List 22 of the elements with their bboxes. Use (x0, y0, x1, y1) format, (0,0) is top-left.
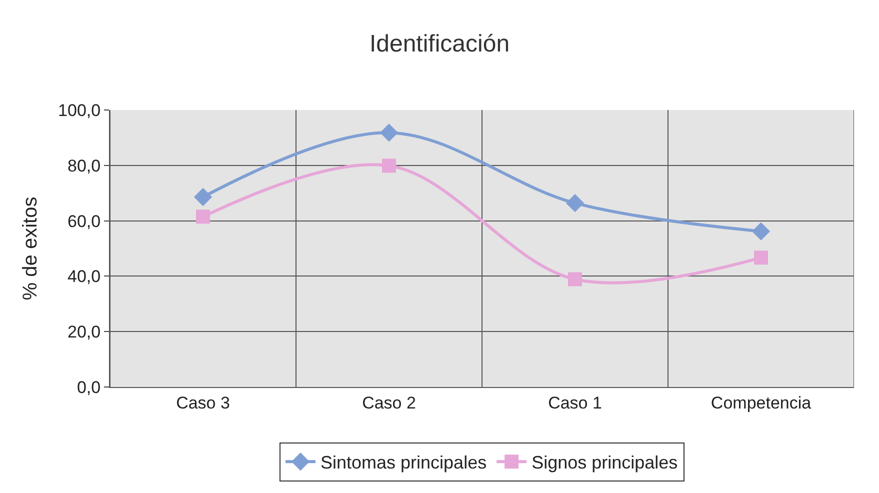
y-tick-label: 80,0 (68, 156, 101, 176)
y-tick-label: 40,0 (68, 267, 101, 286)
point (194, 188, 212, 206)
y-tick-label: 0,0 (76, 378, 101, 397)
y-tick-label: 20,0 (68, 322, 101, 342)
x-tick-label: Caso 1 (548, 393, 602, 412)
legend-label: Sintomas principales (320, 452, 487, 473)
y-tick-label: 100,0 (58, 100, 101, 120)
point (752, 222, 770, 240)
x-tick-label: Caso 3 (176, 393, 230, 412)
point (566, 194, 584, 212)
x-tick-label: Competencia (710, 393, 812, 412)
y-tick-label: 60,0 (68, 212, 101, 231)
point (380, 124, 398, 142)
point (568, 272, 582, 286)
point (754, 250, 768, 265)
y-axis-title: % de exitos (20, 196, 42, 300)
chart-title: Identificación (369, 30, 510, 58)
legend-label: Signos principales (532, 452, 678, 473)
point (196, 210, 210, 224)
x-tick-label: Caso 2 (362, 393, 416, 412)
point (382, 158, 396, 173)
